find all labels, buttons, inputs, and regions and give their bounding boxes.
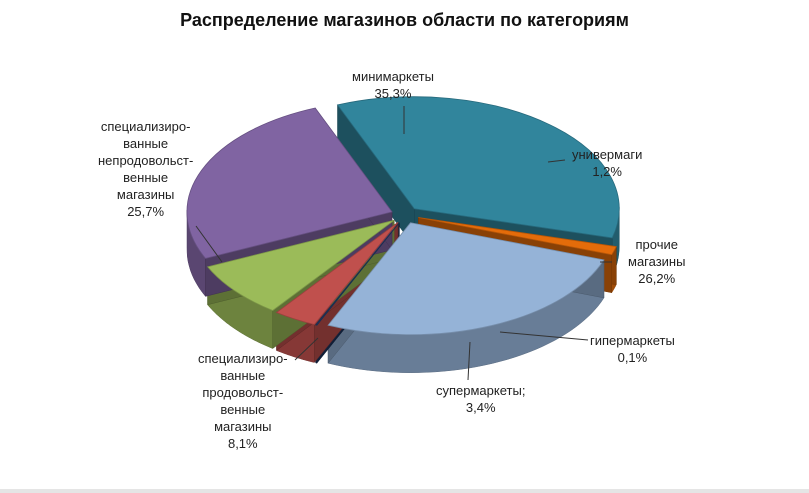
pie-slice-2 <box>327 222 605 336</box>
leader-line-5 <box>294 337 319 361</box>
pie-tops <box>186 96 620 336</box>
leader-line-3 <box>499 331 589 341</box>
pie-slice-4 <box>275 221 399 325</box>
leader-line-1 <box>547 159 566 163</box>
pie-slice-5 <box>206 219 395 311</box>
chart-title: Распределение магазинов области по катег… <box>180 10 629 30</box>
pie-slice-0 <box>336 96 620 239</box>
bottom-divider <box>0 489 809 493</box>
slice-label-univermagi: универмаги 1,2% <box>572 147 643 179</box>
slice-label-prochie: прочие магазины 26,2% <box>628 237 686 286</box>
slice-label-gipermarkety: гипермаркеты 0,1% <box>590 333 675 365</box>
leader-lines <box>195 106 612 381</box>
slice-label-neprodovolstvennye: специализиро- ванные непродовольст- венн… <box>98 119 194 219</box>
pie-slice-6 <box>186 107 393 259</box>
pie-slice-3 <box>314 222 400 326</box>
slice-label-minimarkety: минимаркеты 35,3% <box>352 69 434 101</box>
slice-label-supermarkety: супермаркеты; 3,4% <box>436 383 526 415</box>
slice-label-prodovolstvennye: специализиро- ванные продовольст- венные… <box>198 351 288 451</box>
pie-slice-1 <box>418 217 617 256</box>
leader-line-6 <box>195 225 223 263</box>
leader-line-4 <box>467 341 471 381</box>
